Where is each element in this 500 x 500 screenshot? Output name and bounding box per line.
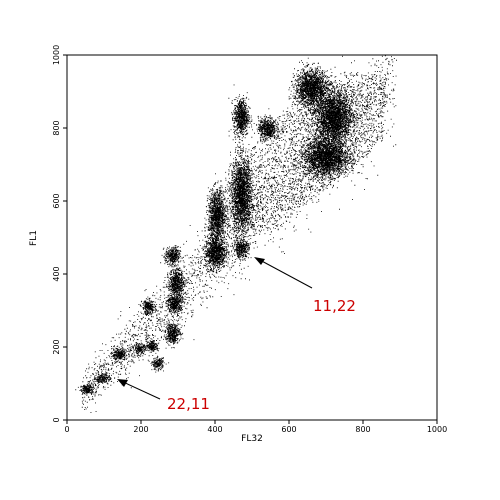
annotation-11-22: 11,22 bbox=[254, 257, 356, 315]
x-axis: 0 200 400 600 800 1000 bbox=[64, 420, 447, 434]
y-axis: 0 200 400 600 800 1000 bbox=[52, 45, 67, 423]
scatter-point-cloud bbox=[75, 55, 398, 413]
plot-frame bbox=[66, 54, 438, 421]
x-tick-label: 800 bbox=[355, 425, 370, 434]
annotation-label-11-22: 11,22 bbox=[313, 297, 356, 315]
annotation-arrowhead bbox=[254, 257, 265, 265]
scatter-points bbox=[75, 55, 398, 413]
x-tick-label: 200 bbox=[133, 425, 148, 434]
y-tick-label: 600 bbox=[52, 193, 61, 208]
y-tick-label: 400 bbox=[52, 266, 61, 281]
y-tick-label: 800 bbox=[52, 120, 61, 135]
x-tick-label: 1000 bbox=[427, 425, 447, 434]
y-tick-label: 1000 bbox=[52, 45, 61, 65]
x-tick-label: 600 bbox=[281, 425, 296, 434]
x-axis-label: FL32 bbox=[241, 434, 263, 444]
y-axis-label: FL1 bbox=[29, 230, 39, 246]
annotation-arrowhead bbox=[117, 379, 128, 387]
annotation-22-11: 22,11 bbox=[117, 379, 210, 413]
y-tick-label: 200 bbox=[52, 339, 61, 354]
annotation-arrow-line bbox=[120, 380, 161, 400]
x-tick-label: 400 bbox=[207, 425, 222, 434]
annotation-label-22-11: 22,11 bbox=[167, 395, 210, 413]
annotation-arrow-line bbox=[257, 258, 313, 289]
y-tick-label: 0 bbox=[52, 417, 61, 422]
x-tick-label: 0 bbox=[64, 425, 69, 434]
